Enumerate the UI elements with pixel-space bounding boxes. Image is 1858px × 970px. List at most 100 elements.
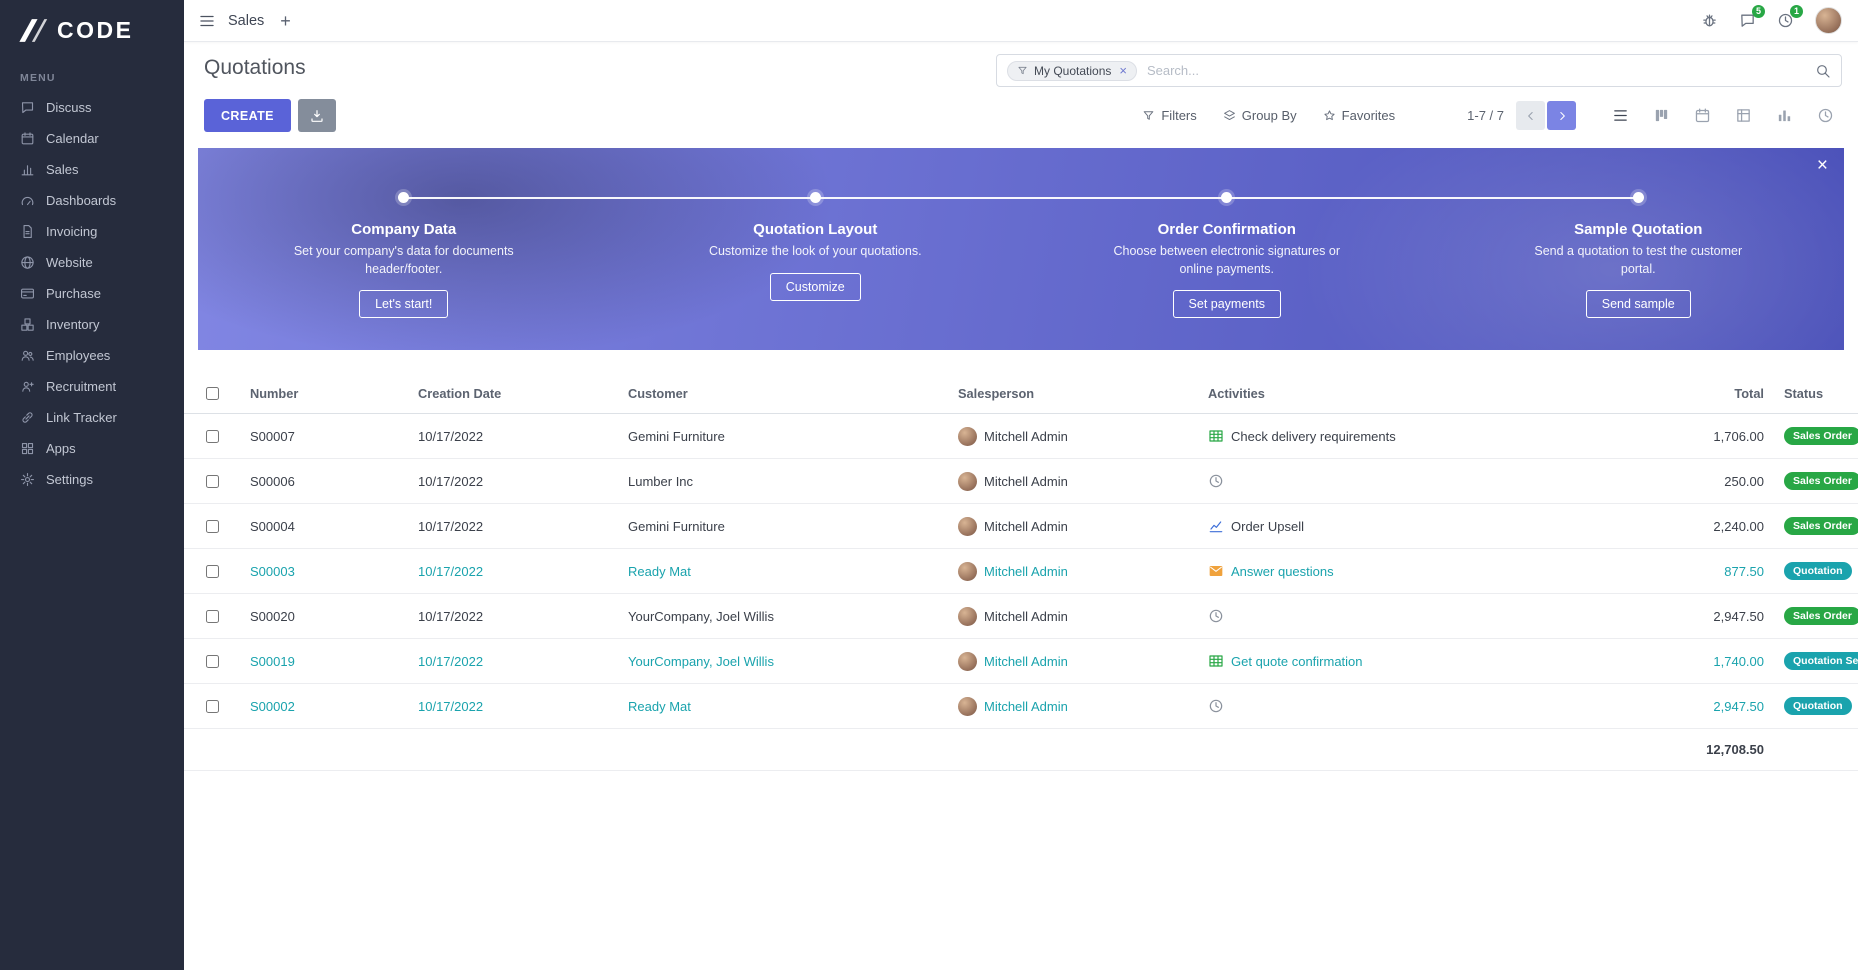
view-graph-button[interactable] [1776, 107, 1793, 124]
pager-previous-button[interactable] [1516, 101, 1545, 130]
cell-number[interactable]: S00007 [240, 413, 408, 459]
sidebar-item-apps[interactable]: Apps [0, 433, 184, 464]
sidebar-item-settings[interactable]: Settings [0, 464, 184, 495]
step-action-button[interactable]: Customize [769, 272, 861, 301]
activity-label[interactable]: Order Upsell [1231, 518, 1304, 534]
clock-activity-icon[interactable] [1208, 608, 1224, 624]
cell-number[interactable]: S00002 [240, 683, 408, 729]
view-kanban-button[interactable] [1653, 107, 1670, 124]
activities-clock-icon[interactable]: 1 [1777, 5, 1803, 29]
sidebar-item-link-tracker[interactable]: Link Tracker [0, 402, 184, 433]
row-checkbox[interactable] [206, 429, 219, 443]
sidebar-item-label: Inventory [46, 317, 100, 332]
sidebar-item-sales[interactable]: Sales [0, 154, 184, 185]
cell-number[interactable]: S00003 [240, 548, 408, 594]
search-icon[interactable] [1815, 63, 1831, 79]
search-bar[interactable]: My Quotations × [996, 54, 1842, 87]
cell-number[interactable]: S00006 [240, 458, 408, 504]
cell-number[interactable]: S00019 [240, 638, 408, 684]
row-checkbox[interactable] [206, 519, 219, 533]
spreadsheet-activity-icon[interactable] [1208, 428, 1224, 444]
view-list-button[interactable] [1612, 107, 1629, 124]
apps-icon [20, 441, 35, 456]
hamburger-menu-icon[interactable] [198, 12, 216, 30]
sum-row: 12,708.50 [184, 728, 1858, 771]
activity-label[interactable]: Check delivery requirements [1231, 428, 1396, 444]
clock-activity-icon[interactable] [1208, 698, 1224, 714]
sidebar-item-calendar[interactable]: Calendar [0, 123, 184, 154]
column-header-salesperson[interactable]: Salesperson [948, 374, 1198, 414]
link-tracker-icon [20, 410, 35, 425]
row-checkbox[interactable] [206, 699, 219, 713]
step-action-button[interactable]: Let's start! [359, 290, 449, 318]
step-action-button[interactable]: Send sample [1585, 290, 1691, 318]
sidebar-item-discuss[interactable]: Discuss [0, 92, 184, 123]
messages-icon[interactable]: 5 [1739, 5, 1765, 29]
cell-number[interactable]: S00004 [240, 503, 408, 549]
facet-remove-icon[interactable]: × [1119, 63, 1127, 78]
column-header-creation-date[interactable]: Creation Date [408, 374, 618, 414]
favorites-button[interactable]: Favorites [1323, 108, 1395, 123]
sidebar-item-label: Settings [46, 472, 93, 487]
envelope-activity-icon[interactable] [1208, 563, 1224, 579]
row-checkbox[interactable] [206, 654, 219, 668]
table-row[interactable]: S00004 10/17/2022 Gemini Furniture Mitchell… [184, 503, 1858, 549]
debug-bug-icon[interactable] [1701, 12, 1718, 29]
clock-activity-icon[interactable] [1208, 473, 1224, 489]
column-header-activities[interactable]: Activities [1198, 374, 1646, 414]
website-icon [20, 255, 35, 270]
current-app-name[interactable]: Sales [228, 12, 265, 29]
activity-label[interactable]: Answer questions [1231, 563, 1334, 579]
pager-next-button[interactable] [1547, 101, 1576, 130]
view-activity-button[interactable] [1817, 107, 1834, 124]
table-row[interactable]: S00019 10/17/2022 YourCompany, Joel Willis… [184, 638, 1858, 684]
column-header-status[interactable]: Status [1774, 374, 1858, 414]
activity-label[interactable]: Get quote confirmation [1231, 653, 1363, 669]
sidebar-item-inventory[interactable]: Inventory [0, 309, 184, 340]
sidebar-item-invoicing[interactable]: Invoicing [0, 216, 184, 247]
search-input[interactable] [1144, 62, 1807, 79]
create-button[interactable]: CREATE [204, 99, 291, 132]
salesperson: Mitchell Admin [958, 696, 1188, 716]
table-row[interactable]: S00020 10/17/2022 YourCompany, Joel Willis… [184, 593, 1858, 639]
cell-number[interactable]: S00020 [240, 593, 408, 639]
row-checkbox[interactable] [206, 609, 219, 623]
navbar-right: 5 1 [1701, 5, 1842, 34]
sidebar-item-recruitment[interactable]: Recruitment [0, 371, 184, 402]
step-dot-icon [1221, 192, 1233, 203]
sidebar-item-employees[interactable]: Employees [0, 340, 184, 371]
filters-button[interactable]: Filters [1142, 108, 1197, 123]
table-row[interactable]: S00006 10/17/2022 Lumber Inc Mitchell Admin… [184, 458, 1858, 504]
banner-close-icon[interactable]: × [1813, 152, 1832, 179]
sidebar-item-dashboards[interactable]: Dashboards [0, 185, 184, 216]
column-header-customer[interactable]: Customer [618, 374, 948, 414]
user-avatar[interactable] [1815, 7, 1842, 34]
table-row[interactable]: S00002 10/17/2022 Ready Mat Mitchell Admin 2… [184, 683, 1858, 729]
star-icon [1323, 109, 1336, 122]
onboarding-steps: Company Data Set your company's data for … [198, 148, 1844, 318]
table-row[interactable]: S00007 10/17/2022 Gemini Furniture Mitchell… [184, 413, 1858, 459]
search-facet[interactable]: My Quotations × [1007, 60, 1137, 81]
row-checkbox[interactable] [206, 564, 219, 578]
column-header-number[interactable]: Number [240, 374, 408, 414]
export-button[interactable] [297, 99, 336, 132]
group-by-button[interactable]: Group By [1223, 108, 1297, 123]
table-row[interactable]: S00003 10/17/2022 Ready Mat Mitchell Admin A… [184, 548, 1858, 594]
sidebar-item-purchase[interactable]: Purchase [0, 278, 184, 309]
spreadsheet-activity-icon[interactable] [1208, 653, 1224, 669]
view-pivot-button[interactable] [1735, 107, 1752, 124]
add-tab-icon[interactable]: + [280, 10, 291, 31]
column-header-total[interactable]: Total [1646, 374, 1774, 414]
group-by-layers-icon [1223, 109, 1236, 122]
sidebar-item-website[interactable]: Website [0, 247, 184, 278]
cell-activities: Answer questions [1198, 548, 1646, 594]
brand-logo[interactable]: CODE [0, 0, 184, 58]
step-action-button[interactable]: Set payments [1172, 290, 1281, 318]
row-checkbox[interactable] [206, 474, 219, 488]
row-select-cell [184, 638, 240, 684]
cell-activities: Order Upsell [1198, 503, 1646, 549]
select-all-checkbox[interactable] [206, 387, 219, 400]
chart-activity-icon[interactable] [1208, 518, 1224, 534]
page-title: Quotations [204, 56, 306, 79]
view-calendar-button[interactable] [1694, 107, 1711, 124]
